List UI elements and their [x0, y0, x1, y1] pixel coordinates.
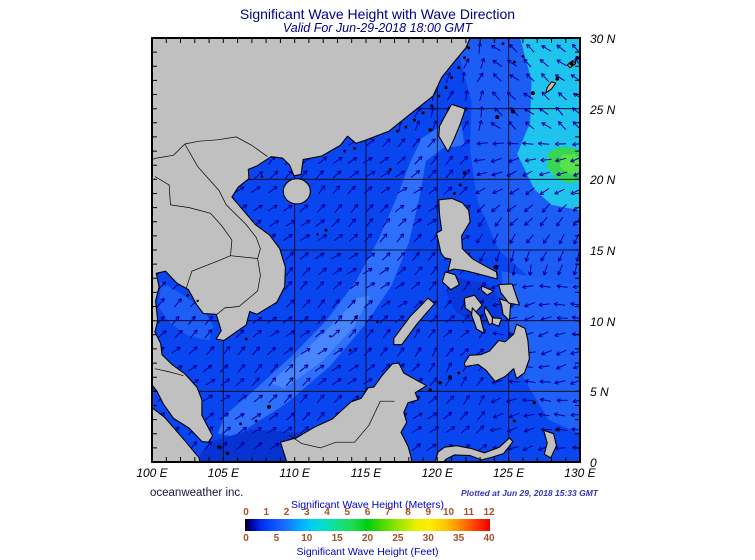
lat-tick-label: 5 N	[590, 385, 609, 400]
lat-tick-label: 20 N	[590, 173, 616, 188]
lat-tick-label: 30 N	[590, 32, 616, 46]
meters-tick: 5	[344, 507, 351, 518]
lon-tick-label: 125 E	[492, 466, 525, 480]
meters-tick: 12	[483, 507, 495, 518]
meters-tick: 1	[263, 507, 270, 518]
feet-tick: 40	[483, 533, 495, 544]
lon-tick-label: 110 E	[279, 466, 310, 480]
lat-tick-label: 10 N	[590, 314, 616, 329]
meters-tick: 2	[283, 507, 290, 518]
lon-tick-label: 115 E	[350, 466, 382, 480]
lon-tick-label: 100 E	[136, 466, 168, 480]
lat-tick-label: 25 N	[590, 102, 616, 117]
credit-text: oceanweather inc.	[150, 487, 244, 499]
chart-valid-time: Valid For Jun-29-2018 18:00 GMT	[282, 21, 473, 35]
meters-tick: 3	[303, 507, 310, 518]
colorbar-meters-label: Significant Wave Height (Meters)	[290, 499, 445, 511]
meters-tick: 0	[243, 507, 249, 518]
meters-tick: 9	[425, 507, 432, 518]
lon-tick-label: 105 E	[207, 466, 239, 480]
plotted-timestamp: Plotted at Jun 29, 2018 15:33 GMT	[461, 488, 598, 498]
lon-tick-label: 120 E	[421, 466, 453, 480]
feet-tick: 20	[361, 533, 374, 544]
feet-tick: 0	[243, 533, 249, 544]
map-frame	[151, 37, 581, 463]
meters-tick: 10	[442, 507, 455, 518]
feet-tick: 15	[331, 533, 343, 544]
feet-tick: 25	[392, 533, 404, 544]
lat-tick-label: 15 N	[590, 244, 616, 258]
meters-tick: 8	[405, 507, 411, 518]
wave-height-map	[151, 37, 581, 463]
lat-tick-label: 0	[590, 456, 597, 471]
colorbar-feet-label: Significant Wave Height (Feet)	[296, 546, 439, 558]
feet-tick: 35	[453, 533, 465, 544]
lon-tick-label: 130 E	[564, 466, 596, 480]
meters-tick: 7	[384, 507, 391, 518]
meters-tick: 4	[324, 507, 330, 518]
meters-tick: 6	[364, 507, 371, 518]
meters-tick: 11	[463, 507, 475, 518]
chart-title: Significant Wave Height with Wave Direct…	[239, 6, 516, 22]
feet-tick: 10	[301, 533, 313, 544]
feet-tick: 5	[273, 533, 280, 544]
color-bar	[245, 519, 490, 531]
feet-tick: 30	[422, 533, 434, 544]
